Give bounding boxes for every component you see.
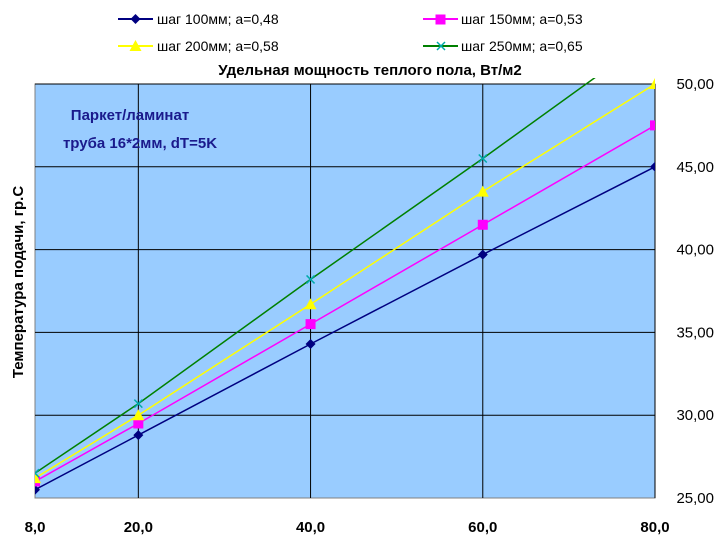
x-tick-label: 40,0 — [296, 519, 325, 536]
data-point-s3-5 — [649, 78, 655, 89]
data-point-s2-4 — [477, 219, 488, 230]
data-point-s3-2 — [132, 409, 145, 421]
data-point-s4-3 — [306, 274, 316, 284]
y-tick-label: 40,00 — [676, 242, 714, 259]
annotation-line-2: труба 16*2мм, dT=5K — [63, 135, 217, 152]
y-tick-label: 50,00 — [676, 76, 714, 93]
legend-label-1: шаг 100мм; а=0,48 — [157, 11, 279, 27]
data-point-s1-4 — [477, 249, 488, 260]
y-tick-label: 35,00 — [676, 324, 714, 341]
legend: шаг 100мм; а=0,48 шаг 150мм; а=0,53 шаг … — [118, 11, 583, 54]
series-group — [35, 30, 659, 495]
legend-item-3: шаг 200мм; а=0,58 — [118, 38, 279, 54]
annotation-line-1: Паркет/ламинат — [71, 107, 189, 124]
data-point-s3-3 — [304, 298, 317, 310]
legend-item-2: шаг 150мм; а=0,53 — [423, 11, 583, 27]
data-point-s4-1 — [35, 468, 40, 478]
chart-title: Удельная мощность теплого пола, Вт/м2 — [218, 62, 521, 79]
data-point-s2-5 — [650, 120, 655, 131]
x-tick-label: 60,0 — [468, 519, 497, 536]
data-point-s3-4 — [476, 185, 489, 197]
data-point-s2-2 — [133, 418, 144, 429]
y-axis-title: Температура подачи, гр.С — [10, 186, 27, 378]
legend-item-4: шаг 250мм; а=0,65 — [423, 38, 583, 54]
data-point-s2-3 — [305, 319, 316, 330]
y-axis-ticks: 25,00 30,00 35,00 40,00 45,00 50,00 — [676, 76, 714, 507]
y-tick-label: 30,00 — [676, 407, 714, 424]
legend-label-4: шаг 250мм; а=0,65 — [461, 38, 583, 54]
legend-label-3: шаг 200мм; а=0,58 — [157, 38, 279, 54]
x-tick-label: 80,0 — [640, 519, 669, 536]
data-point-s1-1 — [35, 484, 40, 495]
x-tick-label: 8,0 — [25, 519, 46, 536]
data-point-s1-2 — [133, 430, 144, 441]
data-point-s1-5 — [650, 161, 655, 172]
data-point-s1-3 — [305, 338, 316, 349]
data-point-s4-2 — [133, 399, 143, 409]
data-point-s4-5 — [651, 30, 659, 38]
y-tick-label: 25,00 — [676, 490, 714, 507]
x-tick-label: 20,0 — [124, 519, 153, 536]
data-point-s4-4 — [478, 153, 488, 164]
legend-item-1: шаг 100мм; а=0,48 — [118, 11, 279, 27]
x-axis-ticks: 8,0 20,0 40,0 60,0 80,0 — [25, 519, 670, 536]
legend-label-2: шаг 150мм; а=0,53 — [461, 11, 583, 27]
y-tick-label: 45,00 — [676, 159, 714, 176]
